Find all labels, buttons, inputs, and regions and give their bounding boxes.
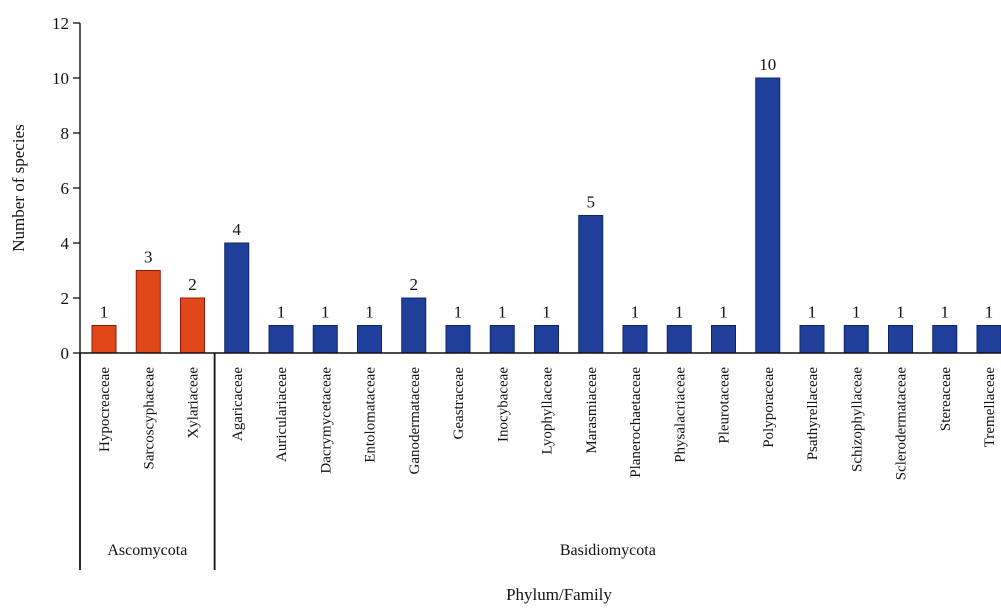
y-tick-label: 4 (61, 234, 70, 253)
category-label-psathyrellaceae: Psathyrellaceae (805, 367, 821, 461)
bar-polyporaceae (755, 77, 781, 354)
category-label-schizophyllaceae: Schizophyllaceae (849, 367, 865, 472)
bar-physalacriaceae (666, 325, 692, 354)
bar-entolomataceae (357, 325, 382, 354)
data-label-pleurotaceae: 1 (719, 303, 728, 322)
category-labels: Hypocreaceae Sarcoscyphaceae Xylariaceae Ag… (97, 367, 998, 481)
data-label-auriculariaceae: 1 (277, 303, 286, 322)
bar-geastraceae (445, 325, 471, 354)
data-label-inocybaceae: 1 (498, 303, 507, 322)
data-label-marasmiaceae: 5 (587, 193, 596, 212)
y-tick-label: 6 (61, 179, 70, 198)
bar-xylariaceae (180, 297, 205, 354)
bar-psathyrellaceae (799, 325, 825, 354)
category-label-dacrymycetaceae: Dacrymycetaceae (318, 367, 334, 474)
category-label-sarcoscyphaceae: Sarcoscyphaceae (141, 367, 157, 470)
category-label-sclerodermataceae: Sclerodermataceae (894, 367, 910, 481)
bar-ganodermataceae (401, 297, 427, 354)
category-label-entolomataceae: Entolomataceae (363, 367, 379, 463)
bar-sarcoscyphaceae (135, 270, 161, 354)
category-label-auriculariaceae: Auriculariaceae (274, 367, 290, 462)
bar-planerochaetaceae (622, 325, 648, 354)
x-axis-title: Phylum/Family (506, 585, 612, 604)
category-label-physalacriaceae: Physalacriaceae (672, 367, 688, 463)
bar-tremellaceae (976, 325, 1001, 354)
bar-stereaceae (932, 325, 958, 354)
category-label-marasmiaceae: Marasmiaceae (584, 367, 600, 454)
data-label-tremellaceae: 1 (985, 303, 994, 322)
phylum-label-ascomycota: Ascomycota (107, 542, 187, 559)
data-label-schizophyllaceae: 1 (852, 303, 861, 322)
phylum-labels: Ascomycota Basidiomycota (107, 542, 655, 559)
bars (91, 77, 1001, 354)
data-label-stereaceae: 1 (941, 303, 950, 322)
bar-pleurotaceae (711, 325, 736, 354)
category-label-tremellaceae: Tremellaceae (982, 367, 998, 448)
y-axis-title: Number of species (9, 124, 28, 251)
data-label-sarcoscyphaceae: 3 (144, 248, 153, 267)
bar-auriculariaceae (268, 325, 294, 354)
category-label-xylariaceae: Xylariaceae (186, 367, 202, 439)
data-label-agaricaceae: 4 (233, 220, 242, 239)
data-label-dacrymycetaceae: 1 (321, 303, 330, 322)
data-label-lyophyllaceae: 1 (542, 303, 551, 322)
category-label-ganodermataceae: Ganodermataceae (407, 367, 423, 475)
category-label-polyporaceae: Polyporaceae (761, 367, 777, 448)
category-label-hypocreaceae: Hypocreaceae (97, 367, 113, 452)
axes (79, 23, 1001, 570)
category-label-pleurotaceae: Pleurotaceae (717, 367, 733, 444)
y-tick-label: 10 (52, 69, 69, 88)
category-label-stereaceae: Stereaceae (938, 367, 954, 431)
data-label-geastraceae: 1 (454, 303, 463, 322)
data-label-planerochaetaceae: 1 (631, 303, 640, 322)
bar-sclerodermataceae (888, 325, 913, 354)
category-label-inocybaceae: Inocybaceae (495, 367, 511, 442)
category-label-lyophyllaceae: Lyophyllaceae (540, 367, 556, 455)
bar-dacrymycetaceae (312, 325, 338, 354)
data-label-psathyrellaceae: 1 (808, 303, 817, 322)
bar-hypocreaceae (91, 325, 117, 354)
data-label-hypocreaceae: 1 (100, 303, 109, 322)
bar-marasmiaceae (578, 215, 604, 354)
y-axis-ticks: 0 2 4 6 8 10 12 (52, 14, 80, 363)
data-label-xylariaceae: 2 (188, 275, 197, 294)
data-label-ganodermataceae: 2 (410, 275, 419, 294)
bar-lyophyllaceae (534, 325, 559, 354)
category-label-planerochaetaceae: Planerochaetaceae (628, 367, 644, 478)
data-labels: 1 3 2 4 1 1 1 2 1 1 1 5 1 1 1 10 1 1 1 1 1 (100, 55, 994, 322)
bar-agaricaceae (224, 242, 250, 354)
phylum-label-basidiomycota: Basidiomycota (560, 542, 656, 559)
category-label-geastraceae: Geastraceae (451, 367, 467, 440)
data-label-polyporaceae: 10 (759, 55, 776, 74)
y-tick-label: 2 (61, 289, 70, 308)
category-label-agaricaceae: Agaricaceae (230, 367, 246, 441)
data-label-sclerodermataceae: 1 (896, 303, 905, 322)
y-tick-label: 0 (61, 344, 70, 363)
bar-inocybaceae (489, 325, 515, 354)
data-label-physalacriaceae: 1 (675, 303, 684, 322)
y-tick-label: 8 (61, 124, 70, 143)
bar-schizophyllaceae (843, 325, 869, 354)
y-tick-label: 12 (52, 14, 69, 33)
data-label-entolomataceae: 1 (365, 303, 374, 322)
